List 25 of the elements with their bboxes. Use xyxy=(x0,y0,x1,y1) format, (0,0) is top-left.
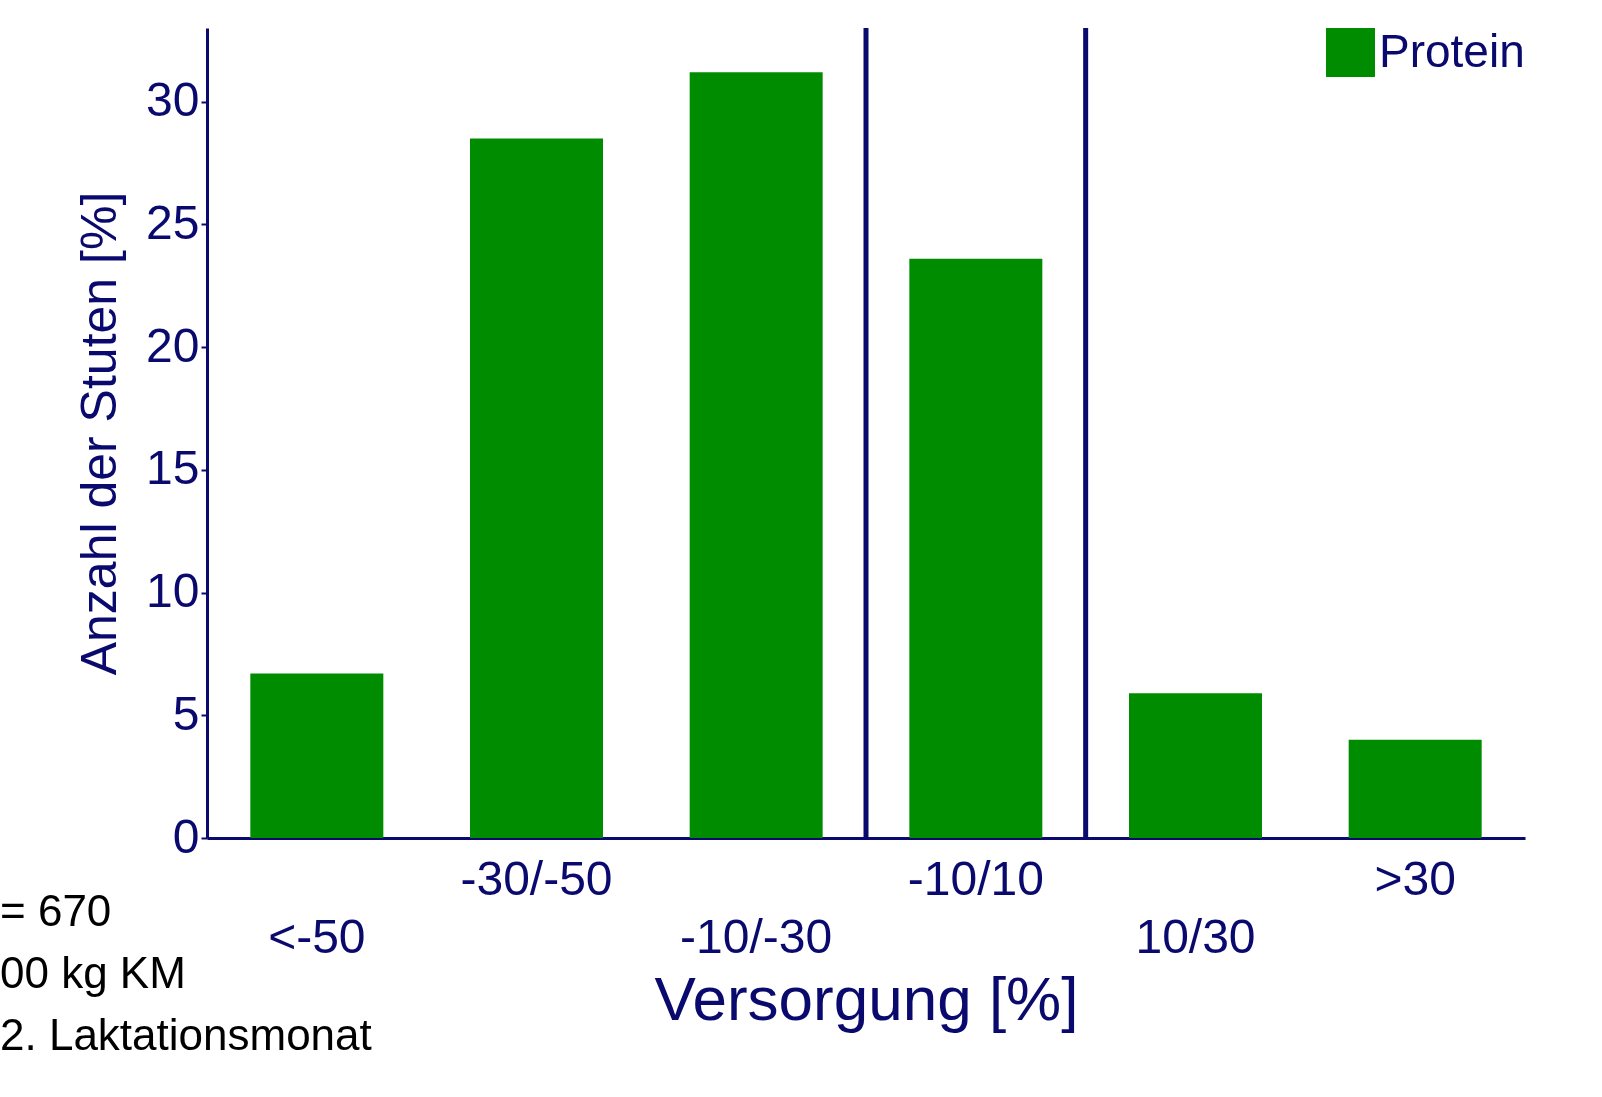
y-tick-label: 20 xyxy=(146,318,200,372)
y-tick-label: 15 xyxy=(146,441,200,495)
x-tick-label: -10/-30 xyxy=(680,909,833,963)
x-tick-label: <-50 xyxy=(268,909,366,963)
bar xyxy=(470,138,603,838)
text: 2. Laktationsmonat xyxy=(0,1009,372,1061)
bar xyxy=(1129,693,1262,838)
bar xyxy=(909,258,1043,838)
bar xyxy=(1348,739,1482,838)
legend-label: Protein xyxy=(1379,24,1525,77)
text: 00 kg KM xyxy=(0,948,186,997)
text: = 670 xyxy=(0,886,112,935)
x-axis-title: Versorgung [%] xyxy=(654,963,1079,1033)
x-tick-label: -30/-50 xyxy=(460,851,613,905)
bar xyxy=(689,72,823,838)
y-axis-title: Anzahl der Stuten [%] xyxy=(71,191,128,676)
bar xyxy=(250,673,384,838)
y-tick-label: 25 xyxy=(146,195,200,249)
y-tick-label: 10 xyxy=(146,564,200,618)
x-tick-label: -10/10 xyxy=(907,851,1044,905)
x-tick-label: >30 xyxy=(1374,851,1456,905)
x-tick-label: 10/30 xyxy=(1135,909,1256,963)
y-tick-label: 30 xyxy=(146,73,200,127)
y-tick-label: 0 xyxy=(172,809,200,863)
y-tick-label: 5 xyxy=(172,686,200,740)
